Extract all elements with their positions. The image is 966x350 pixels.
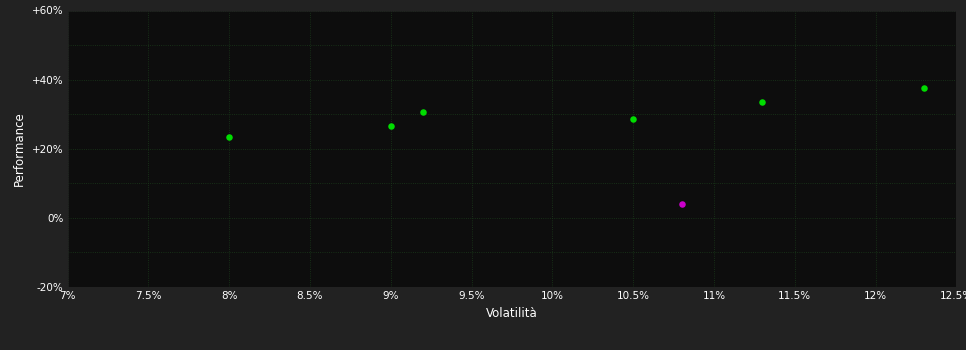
X-axis label: Volatilità: Volatilità (486, 307, 538, 320)
Point (754, 99, 770, 105)
Point (917, 85, 932, 91)
Point (674, 201, 690, 207)
Point (384, 124, 399, 129)
Point (625, 117, 640, 122)
Y-axis label: Performance: Performance (14, 111, 26, 186)
Point (415, 110, 431, 115)
Point (221, 134, 237, 139)
